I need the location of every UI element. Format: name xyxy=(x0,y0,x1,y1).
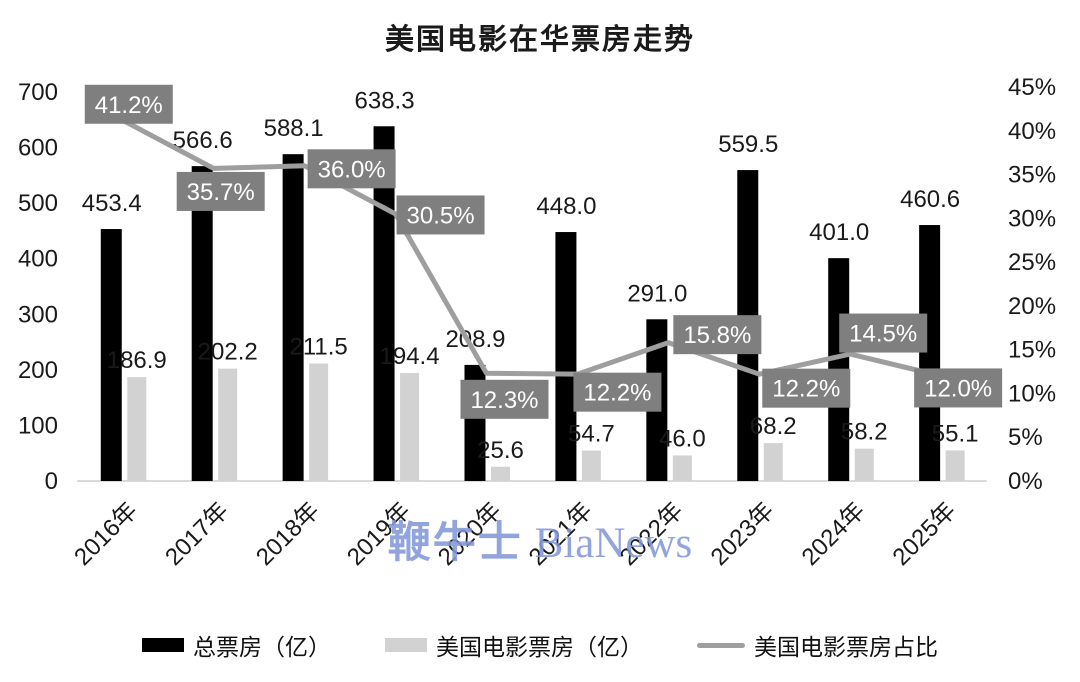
legend-item-us-share: 美国电影票房占比 xyxy=(697,628,938,662)
x-axis-label-2016年: 2016年 xyxy=(69,497,143,571)
legend-swatch-us-bar xyxy=(385,638,427,652)
x-axis-label-2025年: 2025年 xyxy=(888,497,962,571)
share-label-box-2024年 xyxy=(839,313,928,353)
bar-total-2016年 xyxy=(100,229,122,481)
share-label-box-2021年 xyxy=(573,372,662,412)
right-axis-tick-15%: 15% xyxy=(1008,337,1056,364)
legend-item-us-boxoffice: 美国电影票房（亿） xyxy=(385,628,643,662)
legend-item-total-boxoffice: 总票房（亿） xyxy=(142,628,331,662)
bar-label-us-2018年: 211.5 xyxy=(289,333,347,360)
right-axis-tick-0%: 0% xyxy=(1008,468,1043,495)
chart-title: 美国电影在华票房走势 xyxy=(384,24,695,56)
share-label-box-2020年 xyxy=(460,379,549,419)
right-axis-tick-5%: 5% xyxy=(1008,424,1043,451)
x-axis-label-2021年: 2021年 xyxy=(524,497,598,571)
share-label-box-2025年 xyxy=(914,368,1003,408)
share-label-box-2018年 xyxy=(307,149,396,189)
bar-us-2016年 xyxy=(127,377,147,481)
legend: 总票房（亿） 美国电影票房（亿） 美国电影票房占比 xyxy=(0,628,1080,662)
share-label-2024年: 14.5% xyxy=(849,321,917,348)
bar-us-2022年 xyxy=(672,455,692,481)
bar-total-2017年 xyxy=(191,166,213,482)
legend-swatch-share-line xyxy=(697,642,745,648)
bar-label-total-2020年: 208.9 xyxy=(445,326,505,353)
share-label-box-2017年 xyxy=(176,171,265,211)
bar-us-2018年 xyxy=(309,363,329,481)
bar-us-2025年 xyxy=(945,450,965,481)
left-axis-tick-0: 0 xyxy=(45,468,58,495)
bar-label-us-2023年: 68.2 xyxy=(750,413,797,440)
right-axis-tick-45%: 45% xyxy=(1008,74,1056,101)
share-label-2018年: 36.0% xyxy=(318,156,386,183)
x-axis-label-2024年: 2024年 xyxy=(797,497,871,571)
share-line xyxy=(120,117,944,379)
bar-label-total-2024年: 401.0 xyxy=(809,219,869,246)
bar-label-total-2021年: 448.0 xyxy=(536,193,596,220)
share-label-2016年: 41.2% xyxy=(95,92,163,119)
legend-label-us: 美国电影票房（亿） xyxy=(436,634,643,660)
bar-us-2024年 xyxy=(854,448,874,481)
share-label-2020年: 12.3% xyxy=(470,387,538,414)
legend-label-share: 美国电影票房占比 xyxy=(754,634,938,660)
right-axis-tick-40%: 40% xyxy=(1008,118,1056,145)
x-axis-label-2018年: 2018年 xyxy=(251,497,325,571)
bar-label-us-2016年: 186.9 xyxy=(107,347,167,374)
legend-label-total: 总票房（亿） xyxy=(193,634,331,660)
share-label-2017年: 35.7% xyxy=(187,179,255,206)
x-axis-label-2020年: 2020年 xyxy=(433,497,507,571)
bar-us-2017年 xyxy=(218,368,238,481)
bar-label-total-2023年: 559.5 xyxy=(718,131,778,158)
bar-label-total-2019年: 638.3 xyxy=(355,87,415,114)
share-label-box-2019年 xyxy=(396,195,485,235)
left-axis-tick-500: 500 xyxy=(18,190,58,217)
left-axis-tick-100: 100 xyxy=(18,412,58,439)
bar-total-2021年 xyxy=(555,232,577,481)
left-axis-tick-200: 200 xyxy=(18,357,58,384)
right-axis-tick-35%: 35% xyxy=(1008,162,1056,189)
legend-swatch-total-bar xyxy=(142,638,184,652)
right-axis-tick-10%: 10% xyxy=(1008,380,1056,407)
share-label-2025年: 12.0% xyxy=(924,375,992,402)
x-axis-label-2017年: 2017年 xyxy=(160,497,234,571)
share-label-box-2016年 xyxy=(84,84,173,124)
bar-total-2018年 xyxy=(282,154,304,481)
x-axis-label-2023年: 2023年 xyxy=(706,497,780,571)
left-axis-tick-600: 600 xyxy=(18,135,58,162)
left-axis-tick-300: 300 xyxy=(18,301,58,328)
x-axis-label-2019年: 2019年 xyxy=(342,497,416,571)
right-axis-tick-20%: 20% xyxy=(1008,293,1056,320)
bar-us-2021年 xyxy=(581,450,601,481)
bar-label-total-2018年: 588.1 xyxy=(264,115,324,142)
right-axis-tick-30%: 30% xyxy=(1008,205,1056,232)
bar-label-us-2021年: 54.7 xyxy=(568,421,615,448)
left-axis-tick-400: 400 xyxy=(18,246,58,273)
bar-label-total-2016年: 453.4 xyxy=(82,190,142,217)
bar-label-us-2024年: 58.2 xyxy=(841,419,888,446)
bar-label-us-2017年: 202.2 xyxy=(198,339,258,366)
share-label-2023年: 12.2% xyxy=(772,376,840,403)
share-label-box-2022年 xyxy=(673,315,762,355)
bar-label-us-2019年: 194.4 xyxy=(380,343,440,370)
x-axis-label-2022年: 2022年 xyxy=(615,497,689,571)
bar-label-total-2022年: 291.0 xyxy=(627,280,687,307)
bar-label-us-2025年: 55.1 xyxy=(932,420,979,447)
bar-total-2025年 xyxy=(919,225,941,481)
bar-label-us-2022年: 46.0 xyxy=(659,425,706,452)
share-label-box-2023年 xyxy=(762,368,851,408)
bar-us-2019年 xyxy=(400,372,420,481)
share-label-2022年: 15.8% xyxy=(683,322,751,349)
bar-label-us-2020年: 25.6 xyxy=(477,437,524,464)
bar-total-2019年 xyxy=(373,126,395,482)
share-label-2019年: 30.5% xyxy=(407,202,475,229)
share-label-2021年: 12.2% xyxy=(583,380,651,407)
right-axis-tick-25%: 25% xyxy=(1008,249,1056,276)
bar-us-2023年 xyxy=(763,443,783,481)
left-axis-tick-700: 700 xyxy=(18,79,58,106)
bar-us-2020年 xyxy=(490,466,510,481)
bar-label-total-2025年: 460.6 xyxy=(900,186,960,213)
